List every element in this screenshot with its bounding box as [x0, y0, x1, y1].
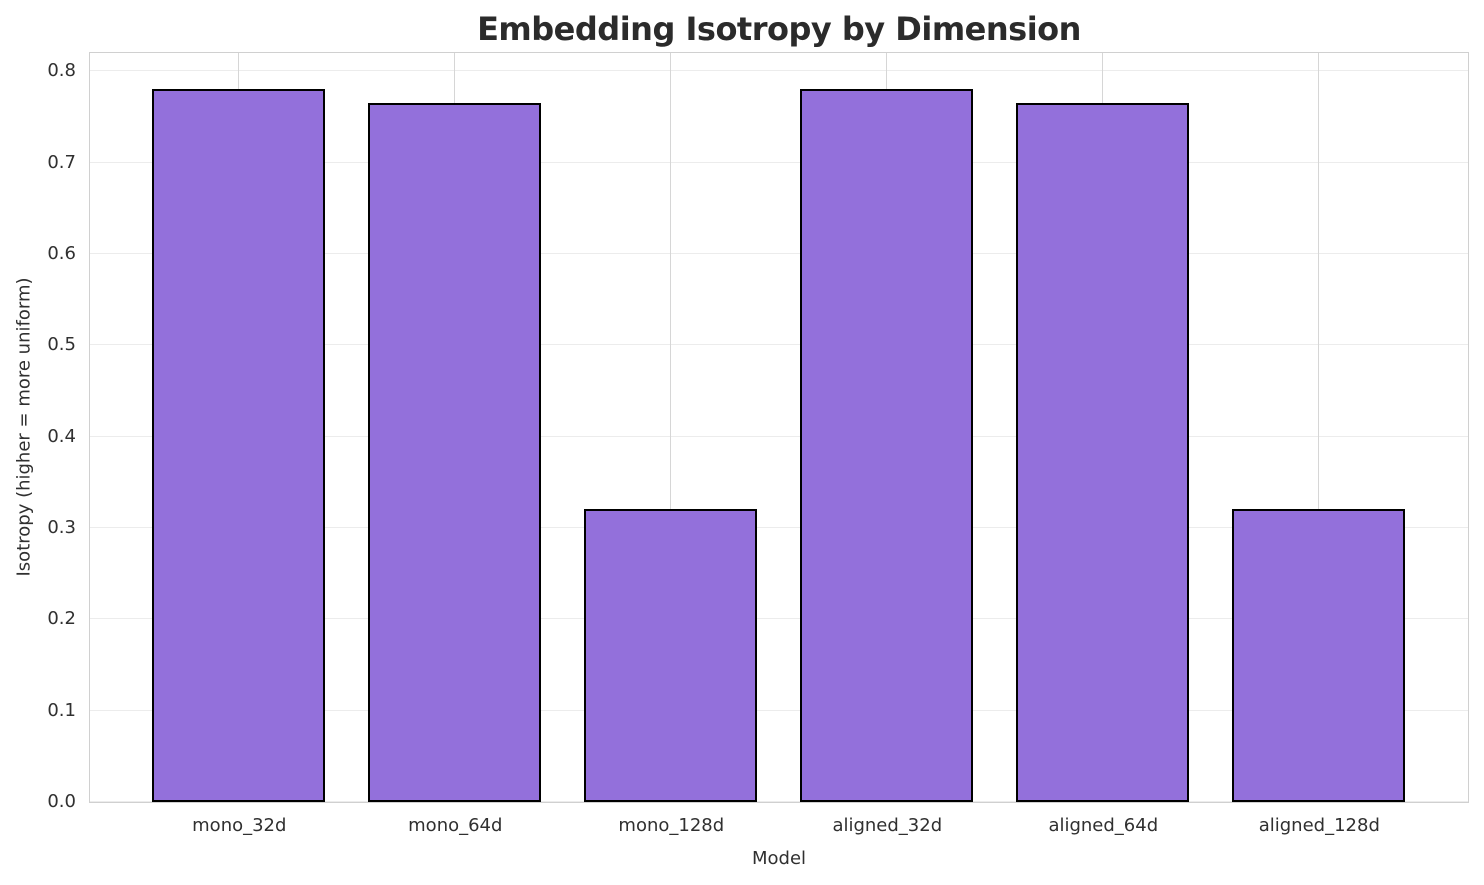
y-tick-label: 0.5 [47, 334, 76, 356]
bar-mono_128d [584, 509, 758, 802]
x-tick-label: aligned_128d [1258, 815, 1380, 836]
horizontal-gridline [89, 344, 1468, 346]
bar-aligned_128d [1232, 509, 1406, 802]
y-tick-label: 0.0 [47, 791, 76, 812]
horizontal-gridline [89, 801, 1468, 802]
bar-mono_64d [368, 102, 542, 802]
x-tick-label: mono_128d [618, 815, 725, 836]
y-tick-label: 0.1 [47, 699, 76, 721]
x-axis-label: Model [751, 848, 807, 869]
plot-area [88, 51, 1469, 803]
y-tick-label: 0.2 [47, 608, 76, 630]
vertical-gridline [1318, 52, 1320, 802]
x-tick-label: aligned_32d [832, 815, 943, 836]
x-tick-label: mono_32d [192, 815, 287, 836]
y-tick-label: 0.8 [47, 60, 76, 82]
horizontal-gridline [89, 709, 1468, 711]
y-tick-label: 0.4 [47, 425, 76, 447]
bar-mono_32d [152, 89, 326, 802]
horizontal-gridline [89, 618, 1468, 620]
horizontal-gridline [89, 252, 1468, 254]
horizontal-gridline [89, 435, 1468, 437]
y-tick-label: 0.7 [47, 151, 76, 173]
horizontal-gridline [89, 70, 1468, 72]
y-tick-label: 0.3 [47, 516, 76, 538]
x-tick-label: mono_64d [408, 815, 503, 836]
y-tick-label: 0.6 [47, 242, 76, 264]
horizontal-gridline [89, 526, 1468, 528]
plot-inner [89, 52, 1468, 802]
bar-aligned_64d [1016, 102, 1190, 802]
vertical-gridline [670, 52, 672, 802]
x-tick-label: aligned_64d [1048, 815, 1159, 836]
chart-title: Embedding Isotropy by Dimension [477, 10, 1081, 48]
bar-aligned_32d [800, 89, 974, 802]
horizontal-gridline [89, 161, 1468, 163]
